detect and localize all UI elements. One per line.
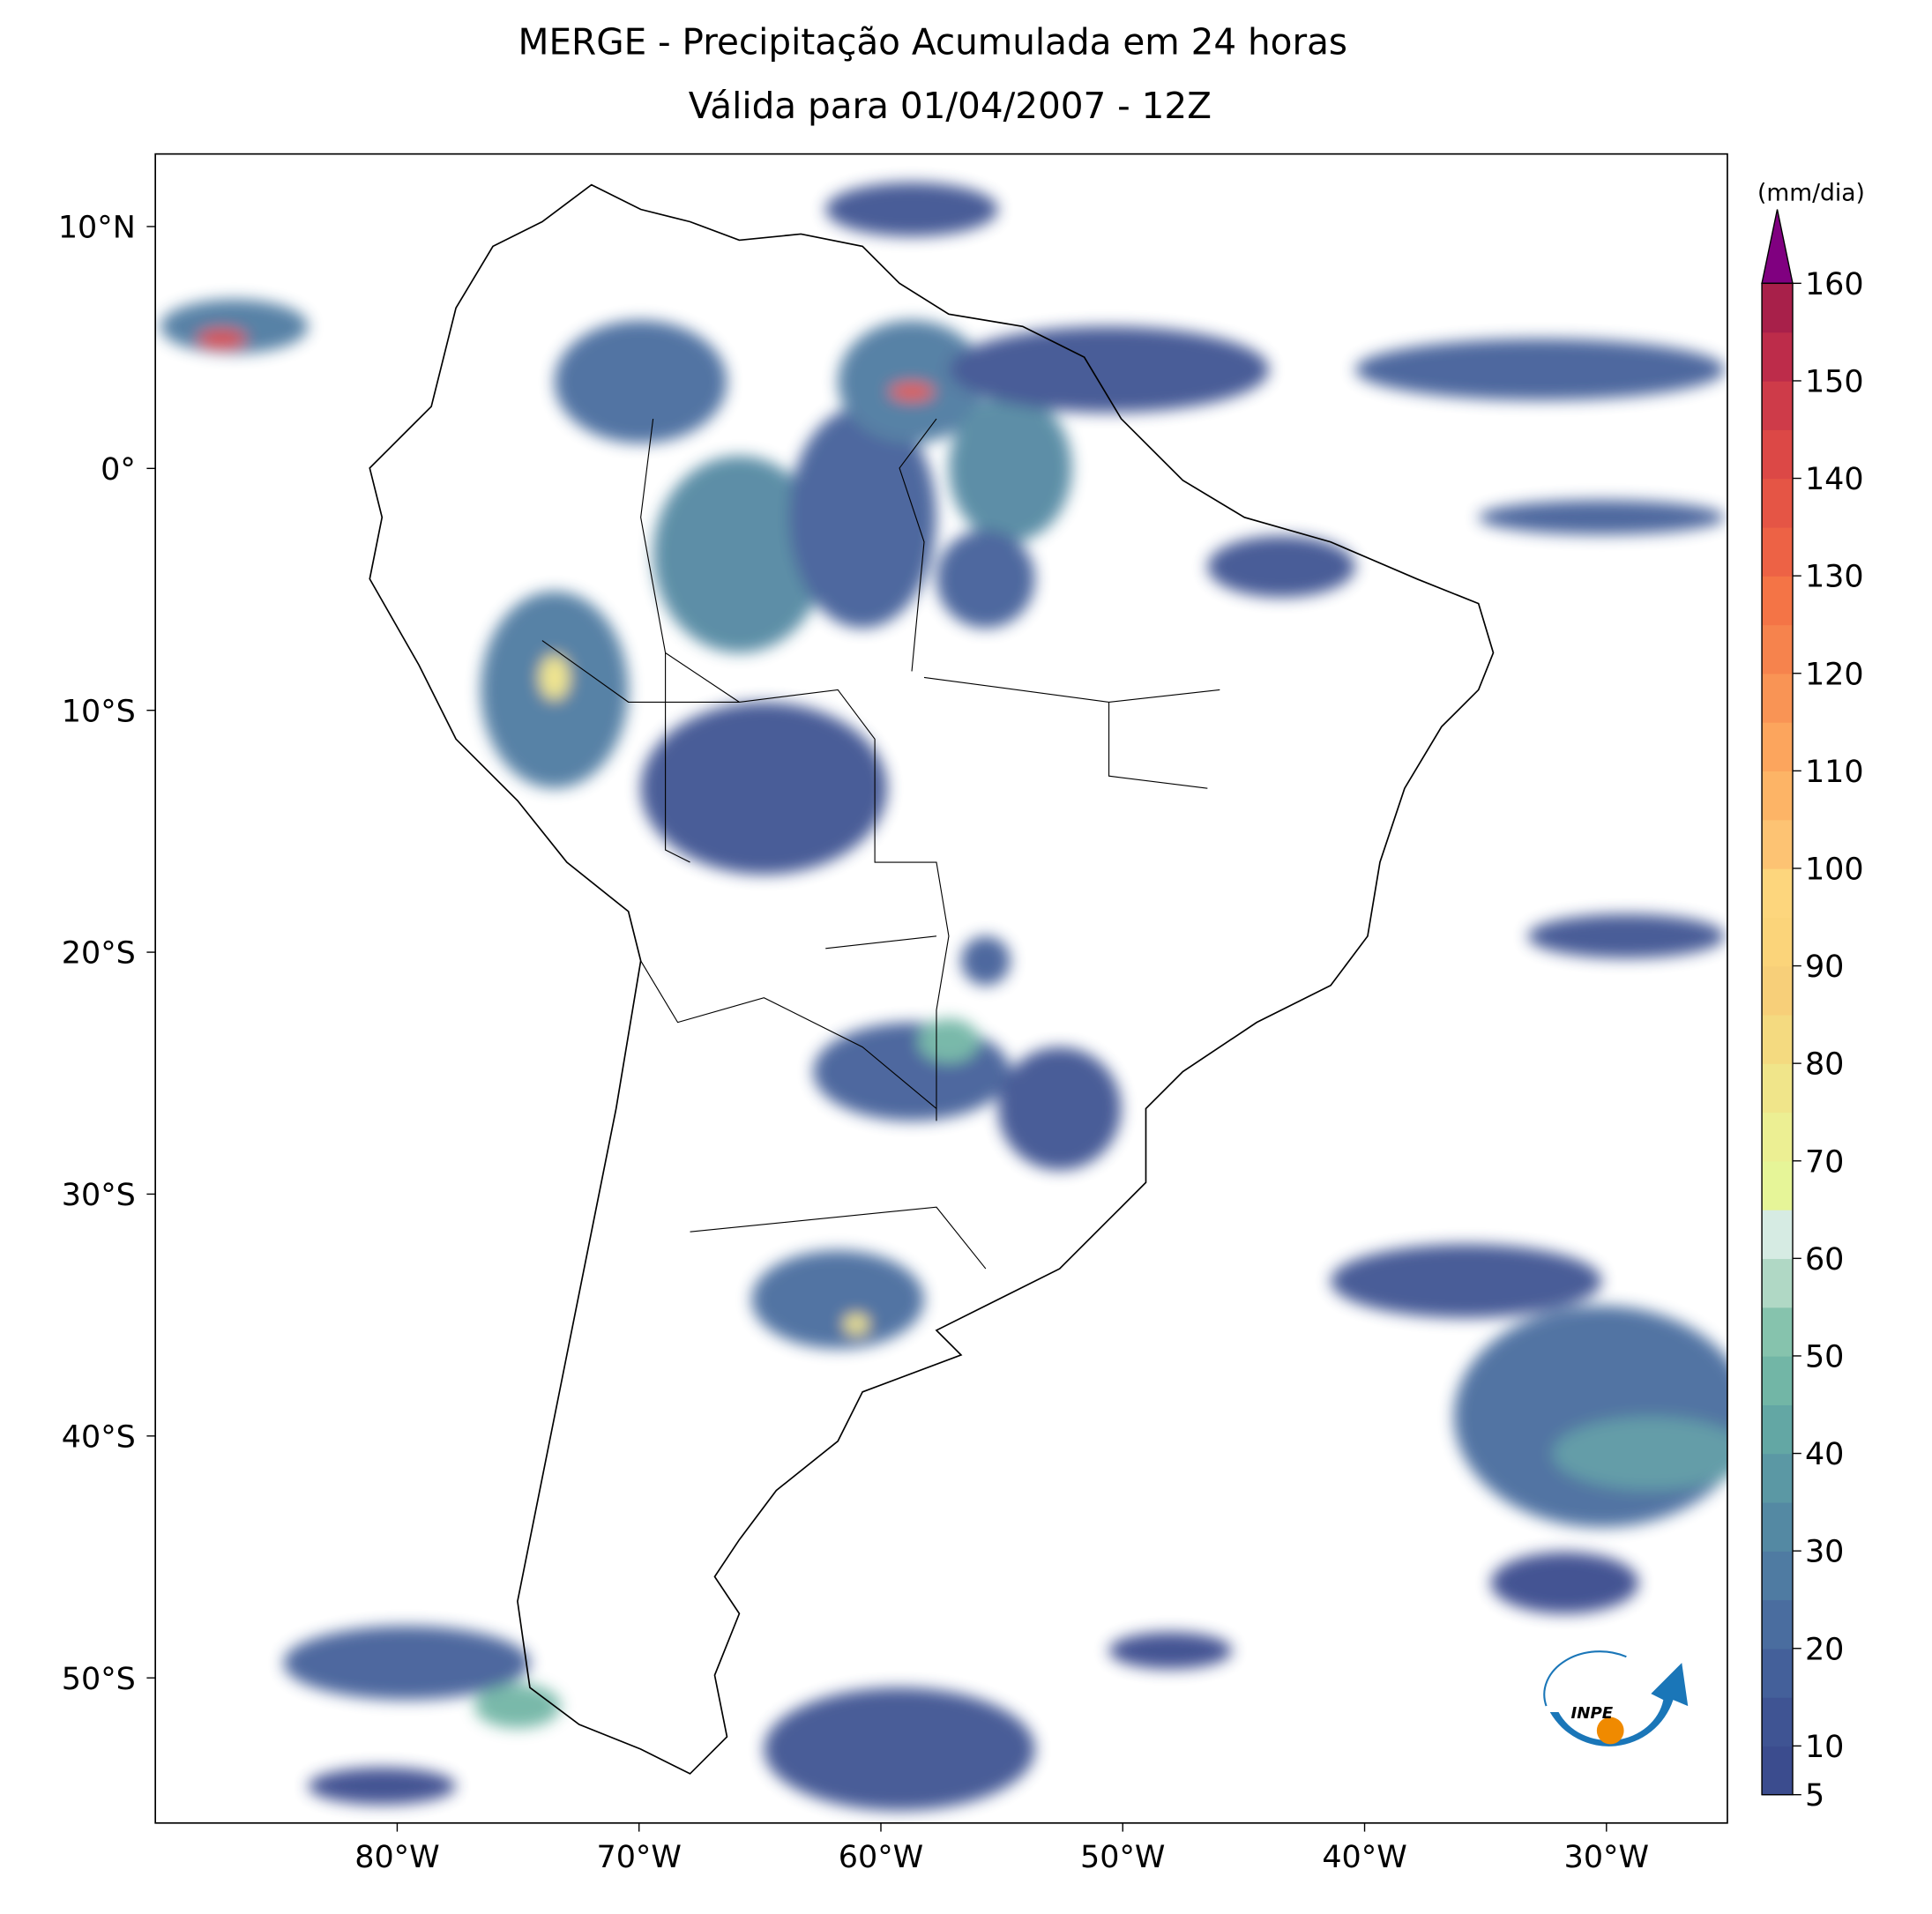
colorbar-band (1762, 283, 1793, 333)
colorbar-band (1762, 1453, 1793, 1503)
colorbar-tick-label: 5 (1805, 1778, 1824, 1813)
colorbar-tick-label: 30 (1805, 1535, 1844, 1570)
y-tick-label: 40°S (62, 1419, 136, 1455)
colorbar-band (1762, 1746, 1793, 1796)
colorbar-tick-label: 120 (1805, 657, 1864, 692)
colorbar-tick-label: 110 (1805, 755, 1864, 790)
colorbar-tick-label: 130 (1805, 560, 1864, 595)
precip-field (160, 182, 1727, 1811)
colorbar-frame (1761, 282, 1794, 1796)
colorbar-band (1762, 1551, 1793, 1601)
colorbar-band (1762, 1355, 1793, 1405)
colorbar-band (1762, 526, 1793, 577)
colorbar-tick-label: 70 (1805, 1144, 1844, 1180)
colorbar-tick-label: 90 (1805, 950, 1844, 985)
colorbar-band (1762, 1112, 1793, 1162)
x-tick-label: 50°W (1080, 1840, 1165, 1875)
y-tick-label: 20°S (62, 936, 136, 972)
colorbar-extend (1761, 209, 1794, 285)
y-tick-label: 10°S (62, 694, 136, 729)
borders (541, 418, 1220, 1270)
colorbar-band (1762, 1258, 1793, 1308)
x-tick-label: 70°W (597, 1840, 682, 1875)
colorbar-band (1762, 819, 1793, 869)
subtitle: Válida para 01/04/2007 - 12Z (689, 85, 1212, 127)
colorbar-band (1762, 1404, 1793, 1455)
colorbar-tick-label: 160 (1805, 267, 1864, 302)
axis-ticks: 80°W 70°W 60°W 50°W 40°W 30°W 10°N 0° 10°S 20°S 30… (58, 211, 1649, 1876)
colorbar-band (1762, 917, 1793, 967)
colorbar-band (1762, 1307, 1793, 1357)
colorbar-label: (mm/dia) (1757, 180, 1865, 207)
inpe-logo: INPE (1543, 1650, 1689, 1746)
colorbar-band (1762, 722, 1793, 772)
colorbar-tick-label: 80 (1805, 1047, 1844, 1083)
colorbar-tick-label: 50 (1805, 1340, 1844, 1375)
y-tick-label: 0° (101, 452, 136, 488)
colorbar-band (1762, 1063, 1793, 1113)
colorbar-tick-label: 150 (1805, 365, 1864, 400)
colorbar-tick-label: 60 (1805, 1242, 1844, 1277)
colorbar-band (1762, 1210, 1793, 1260)
colorbar-band (1762, 576, 1793, 626)
colorbar-tick-label: 140 (1805, 462, 1864, 497)
colorbar-band (1762, 478, 1793, 528)
coastline (369, 183, 1495, 1775)
colorbar-band (1762, 1599, 1793, 1650)
logo-text: INPE (1571, 1704, 1614, 1723)
colorbar-band (1762, 965, 1793, 1016)
colorbar-band (1762, 1014, 1793, 1064)
title: MERGE - Precipitação Acumulada em 24 hor… (518, 20, 1347, 63)
x-tick-label: 30°W (1564, 1840, 1649, 1875)
colorbar-tick-label: 100 (1805, 853, 1864, 888)
colorbar-band (1762, 673, 1793, 723)
colorbar-band (1762, 429, 1793, 480)
map-frame (154, 153, 1728, 1824)
colorbar-band (1762, 1648, 1793, 1698)
colorbar-band (1762, 1501, 1793, 1552)
y-tick-label: 30°S (62, 1178, 136, 1213)
colorbar-band (1762, 1697, 1793, 1747)
y-tick-label: 50°S (62, 1662, 136, 1697)
y-tick-label: 10°N (58, 211, 136, 246)
colorbar-band (1762, 771, 1793, 821)
colorbar-band (1762, 1160, 1793, 1210)
colorbar-tick-label: 10 (1805, 1730, 1844, 1765)
colorbar-tick-label: 20 (1805, 1632, 1844, 1667)
colorbar-band (1762, 868, 1793, 918)
colorbar-band (1762, 331, 1793, 382)
colorbar: 5 10 20 30 40 50 60 70 80 90 100 110 120 130 140 150 160 (1761, 209, 1864, 1813)
x-tick-label: 40°W (1322, 1840, 1406, 1875)
x-tick-label: 60°W (839, 1840, 923, 1875)
colorbar-band (1762, 380, 1793, 430)
x-tick-label: 80°W (354, 1840, 439, 1875)
colorbar-tick-label: 40 (1805, 1437, 1844, 1472)
colorbar-band (1762, 624, 1793, 674)
